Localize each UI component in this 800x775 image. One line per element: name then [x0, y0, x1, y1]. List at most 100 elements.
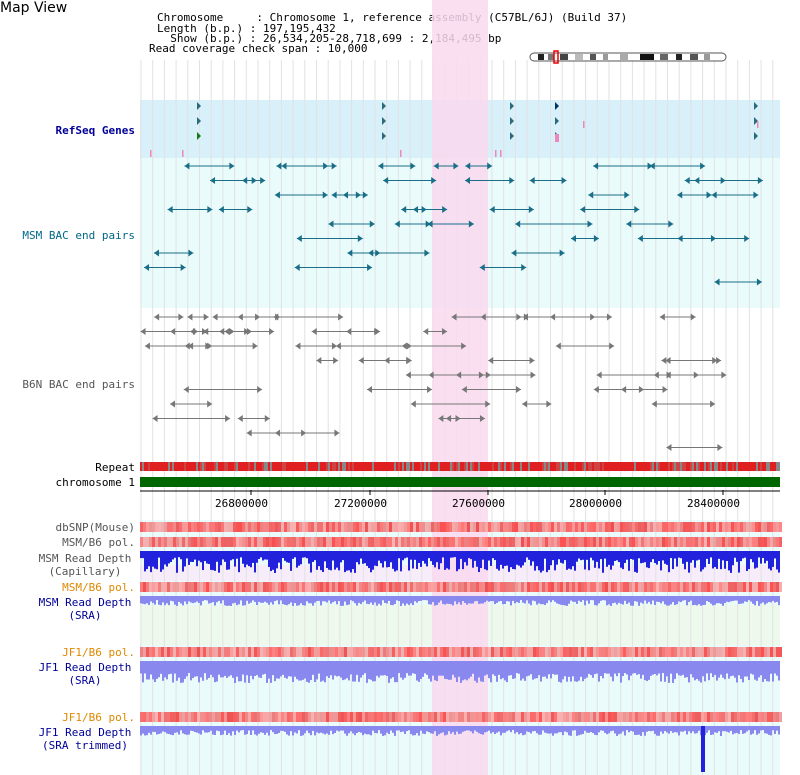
read-depth-bar	[260, 596, 262, 603]
read-depth-bar	[610, 661, 612, 677]
repeat-segment	[478, 462, 480, 471]
snp-density-cell	[224, 712, 227, 722]
repeat-segment	[686, 462, 688, 471]
read-depth-bar	[162, 661, 164, 681]
read-depth-bar	[772, 726, 774, 731]
snp-density-cell	[605, 522, 608, 532]
read-depth-bar	[310, 661, 312, 681]
snp-density-cell	[425, 647, 428, 657]
read-depth-bar	[586, 661, 588, 678]
snp-density-cell	[341, 712, 344, 722]
bac-end	[587, 220, 593, 228]
bac-end	[229, 162, 235, 170]
refseq-genes-label[interactable]: RefSeq Genes	[55, 124, 135, 137]
read-depth-bar	[296, 596, 298, 606]
bac-end	[529, 357, 535, 364]
snp-density-cell	[227, 647, 230, 657]
snp-density-cell	[389, 712, 392, 722]
snp-density-cell	[413, 712, 416, 722]
repeat-segment	[382, 462, 384, 471]
gene-marker	[754, 102, 758, 110]
snp-density-cell	[143, 647, 146, 657]
axis-tick-label: 27200000	[334, 497, 387, 510]
read-depth-bar	[268, 661, 270, 679]
snp-density-cell	[239, 582, 242, 592]
snp-density-cell	[584, 522, 587, 532]
read-depth-bar	[152, 596, 154, 603]
snp-density-cell	[548, 537, 551, 547]
read-depth-bar	[456, 596, 458, 605]
read-depth-bar	[266, 596, 268, 603]
read-depth-bar	[182, 596, 184, 606]
snp-density-cell	[305, 647, 308, 657]
snp-density-cell	[482, 582, 485, 592]
read-depth-bar	[640, 551, 642, 564]
read-depth-bar	[206, 551, 208, 564]
repeat-segment	[536, 462, 538, 471]
snp-density-cell	[656, 712, 659, 722]
snp-density-cell	[281, 537, 284, 547]
snp-density-cell	[431, 537, 434, 547]
read-depth-bar	[394, 661, 396, 683]
read-depth-bar	[740, 551, 742, 562]
repeat-segment	[672, 462, 674, 471]
read-depth-bar	[602, 726, 604, 731]
b6n-bac-end-pairs-label[interactable]: B6N BAC end pairs	[22, 378, 135, 391]
read-depth-bar	[720, 661, 722, 675]
snp-density-cell	[548, 712, 551, 722]
bac-end	[378, 162, 384, 170]
snp-density-cell	[275, 712, 278, 722]
read-depth-bar	[704, 551, 706, 568]
snp-density-cell	[230, 582, 233, 592]
snp-density-cell	[413, 537, 416, 547]
read-depth-bar	[436, 726, 438, 736]
read-depth-bar	[418, 726, 420, 736]
read-depth-bar	[320, 661, 322, 682]
read-depth-bar	[510, 726, 512, 733]
snp-density-cell	[551, 582, 554, 592]
read-depth-bar	[534, 596, 536, 602]
read-depth-bar	[264, 661, 266, 674]
read-depth-bar	[380, 551, 382, 564]
repeat-segment	[714, 462, 716, 471]
read-depth-bar	[666, 726, 668, 733]
msm-bac-end-pairs-label[interactable]: MSM BAC end pairs	[22, 229, 135, 242]
snp-density-cell	[227, 582, 230, 592]
snp-density-cell	[674, 537, 677, 547]
read-depth-bar	[604, 596, 606, 601]
repeat-segment	[204, 462, 206, 471]
snp-density-cell	[374, 537, 377, 547]
repeat-segment	[704, 462, 706, 471]
axis-tick-label: 28400000	[687, 497, 740, 510]
read-depth-bar	[636, 551, 638, 573]
snp-density-cell	[764, 712, 767, 722]
read-depth-bar	[534, 551, 536, 571]
read-depth-bar	[358, 551, 360, 565]
snp-density-cell	[299, 537, 302, 547]
snp-density-cell	[464, 582, 467, 592]
read-depth-bar	[206, 596, 208, 601]
read-depth-bar	[464, 661, 466, 680]
snp-density-cell	[707, 537, 710, 547]
read-depth-bar	[734, 661, 736, 678]
read-depth-bar	[430, 551, 432, 562]
read-depth-bar	[776, 596, 778, 602]
snp-density-cell	[410, 712, 413, 722]
snp-density-cell	[680, 522, 683, 532]
read-depth-bar	[252, 551, 254, 563]
read-depth-bar	[598, 551, 600, 569]
snp-density-cell	[470, 712, 473, 722]
read-depth-bar	[166, 596, 168, 604]
read-depth-bar	[462, 596, 464, 602]
repeat-segment	[196, 462, 198, 471]
snp-density-cell	[143, 712, 146, 722]
repeat-segment	[342, 462, 344, 471]
bac-end	[433, 162, 439, 170]
bac-end	[331, 342, 337, 350]
bac-end	[331, 191, 337, 199]
snp-density-cell	[407, 712, 410, 722]
repeat-segment	[542, 462, 544, 471]
repeat-segment	[636, 462, 638, 471]
snp-density-cell	[329, 582, 332, 592]
